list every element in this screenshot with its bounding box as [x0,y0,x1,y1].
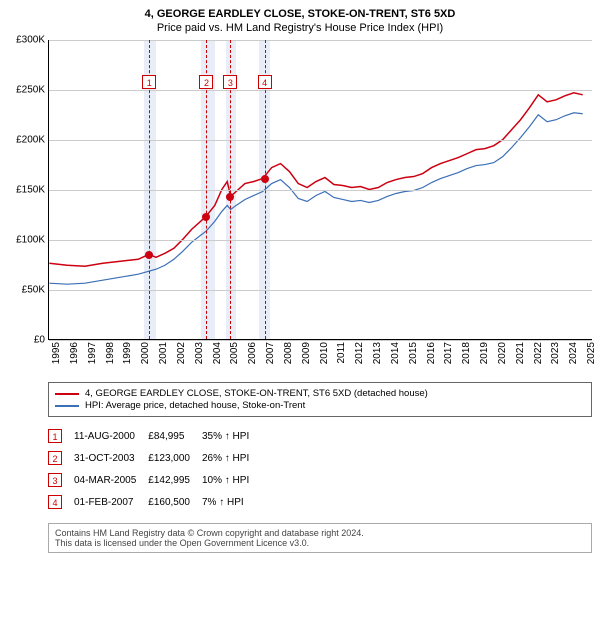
transaction-date: 01-FEB-2007 [74,491,148,513]
footnote-line: This data is licensed under the Open Gov… [55,538,585,548]
x-tick-label: 1999 [122,342,133,364]
transaction-price: £160,500 [148,491,202,513]
x-tick-label: 2001 [158,342,169,364]
legend-swatch [55,393,79,395]
x-tick-label: 2010 [319,342,330,364]
x-tick-label: 2023 [550,342,561,364]
x-tick-label: 2007 [265,342,276,364]
footnote-line: Contains HM Land Registry data © Crown c… [55,528,585,538]
transaction-delta: 10% ↑ HPI [202,469,261,491]
footnote: Contains HM Land Registry data © Crown c… [48,523,592,553]
transaction-price: £123,000 [148,447,202,469]
x-tick-label: 2002 [176,342,187,364]
x-tick-label: 2022 [533,342,544,364]
grid-line [49,240,592,241]
x-tick-label: 2025 [586,342,597,364]
sale-point [202,213,210,221]
transaction-date: 11-AUG-2000 [74,425,148,447]
x-axis: 1995 1996 1997 1998 1999 2000 2001 2002 2003 2004… [48,340,592,378]
x-tick-label: 1997 [87,342,98,364]
grid-line [49,290,592,291]
y-tick-label: £150K [9,185,45,196]
x-tick-label: 1996 [69,342,80,364]
sale-point [226,193,234,201]
sale-marker: 4 [258,75,272,89]
y-tick-label: £200K [9,135,45,146]
sale-marker: 2 [48,451,62,465]
series-line [49,113,582,284]
table-row: 1 11-AUG-2000£84,99535% ↑ HPI [48,425,261,447]
transaction-delta: 26% ↑ HPI [202,447,261,469]
table-row: 3 04-MAR-2005£142,99510% ↑ HPI [48,469,261,491]
chart-subtitle: Price paid vs. HM Land Registry's House … [8,22,592,34]
grid-line [49,90,592,91]
legend-swatch [55,405,79,407]
sale-marker: 3 [223,75,237,89]
x-tick-label: 2014 [390,342,401,364]
grid-line [49,190,592,191]
sale-marker: 4 [48,495,62,509]
legend-label: 4, GEORGE EARDLEY CLOSE, STOKE-ON-TRENT,… [85,388,428,399]
legend-label: HPI: Average price, detached house, Stok… [85,400,305,411]
table-row: 2 31-OCT-2003£123,00026% ↑ HPI [48,447,261,469]
y-tick-label: £300K [9,35,45,46]
sale-marker: 1 [48,429,62,443]
y-tick-label: £250K [9,85,45,96]
x-tick-label: 2018 [461,342,472,364]
chart-figure: 4, GEORGE EARDLEY CLOSE, STOKE-ON-TRENT,… [8,8,592,553]
x-tick-label: 2017 [443,342,454,364]
x-tick-label: 1995 [51,342,62,364]
y-tick-label: £50K [9,285,45,296]
x-tick-label: 2019 [479,342,490,364]
grid-line [49,140,592,141]
y-tick-label: £100K [9,235,45,246]
x-tick-label: 2020 [497,342,508,364]
y-tick-label: £0 [9,335,45,346]
x-tick-label: 2004 [212,342,223,364]
sale-point [145,251,153,259]
x-tick-label: 2006 [247,342,258,364]
x-tick-label: 2021 [515,342,526,364]
transactions-table: 1 11-AUG-2000£84,99535% ↑ HPI 2 31-OCT-2003… [48,425,592,513]
legend-item: HPI: Average price, detached house, Stok… [55,400,585,411]
sale-point [261,175,269,183]
x-tick-label: 2005 [229,342,240,364]
x-tick-label: 2015 [408,342,419,364]
legend: 4, GEORGE EARDLEY CLOSE, STOKE-ON-TRENT,… [48,382,592,417]
x-tick-label: 2012 [354,342,365,364]
grid-line [49,40,592,41]
transaction-price: £84,995 [148,425,202,447]
transaction-date: 31-OCT-2003 [74,447,148,469]
x-tick-label: 2008 [283,342,294,364]
x-tick-label: 2016 [426,342,437,364]
x-tick-label: 2011 [336,342,347,364]
plot-area: £0£50K£100K£150K£200K£250K£300K1234 [48,40,592,340]
chart-title: 4, GEORGE EARDLEY CLOSE, STOKE-ON-TRENT,… [8,8,592,20]
x-tick-label: 2013 [372,342,383,364]
x-tick-label: 2009 [301,342,312,364]
sale-marker: 3 [48,473,62,487]
x-tick-label: 2000 [140,342,151,364]
table-row: 4 01-FEB-2007£160,5007% ↑ HPI [48,491,261,513]
x-tick-label: 2024 [568,342,579,364]
x-tick-label: 2003 [194,342,205,364]
sale-marker: 1 [142,75,156,89]
transaction-delta: 35% ↑ HPI [202,425,261,447]
x-tick-label: 1998 [105,342,116,364]
transaction-date: 04-MAR-2005 [74,469,148,491]
transaction-delta: 7% ↑ HPI [202,491,261,513]
legend-item: 4, GEORGE EARDLEY CLOSE, STOKE-ON-TRENT,… [55,388,585,399]
transaction-price: £142,995 [148,469,202,491]
sale-marker: 2 [199,75,213,89]
